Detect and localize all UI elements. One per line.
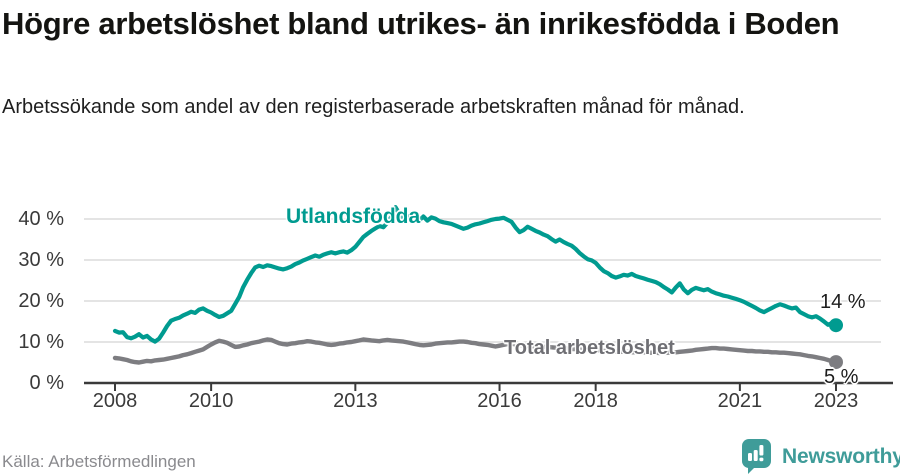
source-note: Källa: Arbetsförmedlingen: [2, 452, 196, 471]
line-utlandsfodda: [112, 205, 839, 344]
y-tick-label: 40 %: [18, 208, 64, 230]
newsworthy-wordmark: Newsworthy: [782, 445, 900, 468]
series-label-total-arbetsloshet: Total arbetslöshet: [504, 337, 675, 359]
x-tick-label: 2021: [717, 390, 763, 412]
y-tick-label: 30 %: [18, 249, 64, 271]
line-total-arbetsloshet: [112, 337, 839, 365]
x-tick-label: 2016: [477, 390, 522, 412]
end-value-total: 5 %: [824, 366, 859, 388]
x-tick-label: 2008: [92, 390, 138, 412]
end-value-utlandsfodda: 14 %: [820, 291, 866, 313]
end-dot-total-arbetsloshet: [829, 355, 843, 370]
y-tick-label: 0 %: [29, 372, 64, 394]
newsworthy-logo: Newsworthy: [740, 438, 900, 474]
x-tick-label: 2023: [813, 390, 859, 412]
newsworthy-speech-bubble-chart-icon: [742, 439, 771, 474]
chart-title: Högre arbetslöshet bland utrikes- än inr…: [2, 6, 840, 41]
x-tick-label: 2010: [188, 390, 234, 412]
series-label-utlandsfodda: Utlandsfödda: [286, 205, 421, 228]
x-tick-label: 2013: [333, 390, 378, 412]
end-dot-utlandsfodda: [829, 318, 843, 333]
y-tick-label: 10 %: [18, 331, 64, 353]
y-tick-label: 20 %: [18, 290, 64, 312]
x-tick-label: 2018: [573, 390, 618, 412]
chart-subtitle: Arbetssökande som andel av den registerb…: [2, 96, 745, 118]
